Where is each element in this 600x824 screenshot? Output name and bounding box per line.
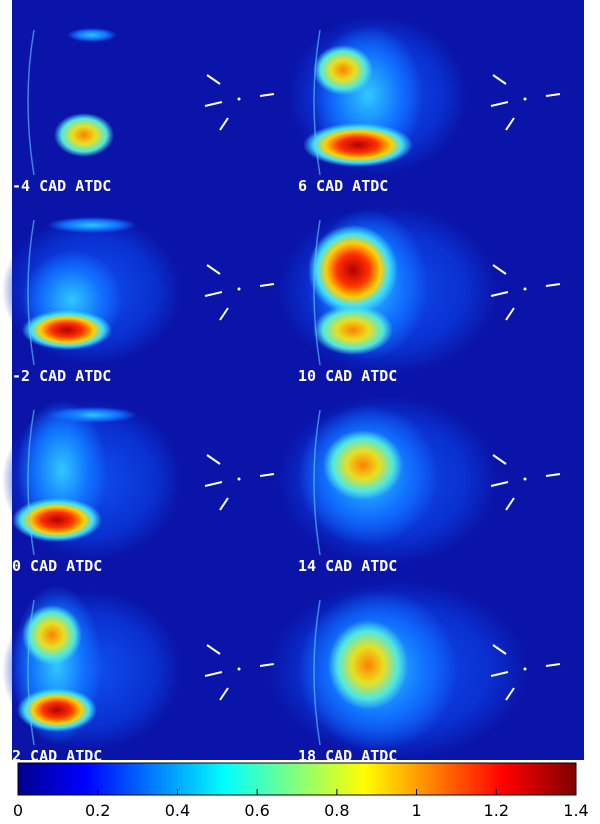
figure: -4 CAD ATDC -2 CAD ATDC 0 CAD ATDC 2 CAD AT… — [0, 0, 600, 824]
tick-label: 0.6 — [244, 801, 269, 820]
intensity-region — [67, 28, 117, 42]
intensity-region — [323, 430, 403, 500]
panel-label: 18 CAD ATDC — [298, 747, 397, 765]
intensity-region — [22, 310, 112, 350]
intensity-region — [47, 217, 137, 233]
intensity-region — [303, 123, 413, 167]
intensity-region — [313, 45, 373, 95]
panel-label: -2 CAD ATDC — [12, 367, 111, 385]
panel-label: 2 CAD ATDC — [12, 747, 102, 765]
tick-label: 0 — [13, 801, 23, 820]
marker-dot — [238, 668, 241, 671]
marker-dot — [238, 98, 241, 101]
panel-label: 6 CAD ATDC — [298, 177, 388, 195]
intensity-region — [328, 620, 408, 710]
panel-label: 14 CAD ATDC — [298, 557, 397, 575]
intensity-region — [54, 113, 114, 157]
marker-dot — [238, 288, 241, 291]
marker-dot — [524, 288, 527, 291]
panel-label: 0 CAD ATDC — [12, 557, 102, 575]
tick-label: 1.4 — [563, 801, 588, 820]
marker-dot — [238, 478, 241, 481]
colorbar — [18, 763, 576, 795]
tick-label: 1.2 — [484, 801, 509, 820]
panel-label: 10 CAD ATDC — [298, 367, 397, 385]
intensity-region — [313, 305, 393, 355]
tick-label: 0.8 — [324, 801, 349, 820]
panel-label: -4 CAD ATDC — [12, 177, 111, 195]
intensity-region — [12, 498, 102, 542]
tick-label: 1 — [411, 801, 421, 820]
tick-label: 0.4 — [165, 801, 190, 820]
intensity-region — [22, 605, 82, 665]
intensity-region — [308, 225, 398, 315]
marker-dot — [524, 478, 527, 481]
tick-label: 0.2 — [85, 801, 110, 820]
marker-dot — [524, 668, 527, 671]
marker-dot — [524, 98, 527, 101]
